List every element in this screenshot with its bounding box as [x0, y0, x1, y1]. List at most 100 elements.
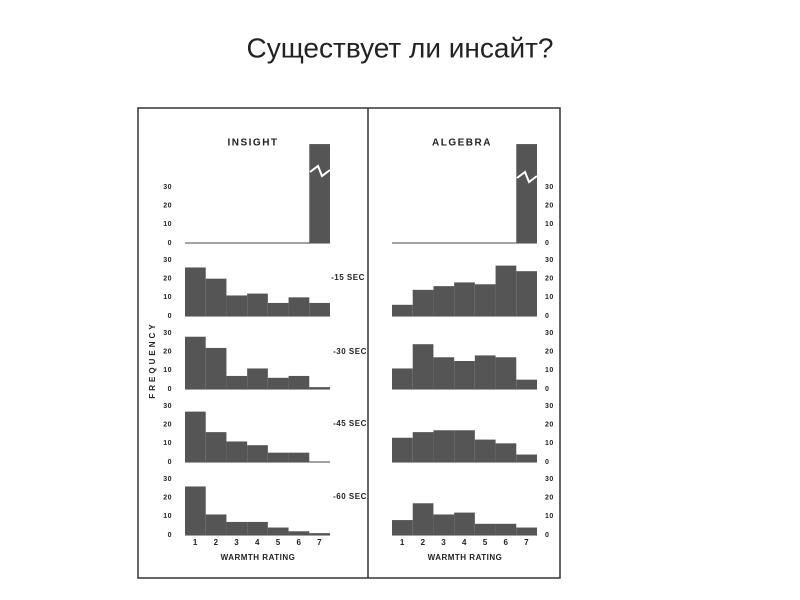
- bar: [267, 527, 289, 535]
- y-tick-label: 10: [545, 513, 554, 520]
- bar: [205, 347, 227, 389]
- column-header: ALGEBRA: [432, 138, 492, 149]
- y-tick-label: 20: [163, 495, 172, 502]
- x-tick-label: 1: [193, 538, 198, 547]
- bar: [454, 512, 475, 535]
- bar: [516, 527, 537, 535]
- y-tick-label: 0: [168, 459, 172, 466]
- y-tick-label: 30: [545, 330, 554, 337]
- slide-title: Существует ли инсайт?: [246, 32, 553, 63]
- y-tick-label: 20: [545, 203, 554, 210]
- bar: [226, 375, 248, 389]
- x-tick-label: 3: [441, 538, 446, 547]
- y-tick-label: 0: [545, 240, 549, 247]
- bar: [495, 523, 517, 535]
- y-tick-label: 10: [545, 221, 554, 228]
- row-label: -30 SEC: [333, 347, 367, 356]
- bar: [247, 445, 268, 462]
- y-tick-label: 10: [545, 294, 554, 301]
- y-tick-label: 20: [163, 422, 172, 429]
- bar: [226, 441, 248, 462]
- bar: [288, 375, 310, 389]
- y-tick-label: 20: [163, 203, 172, 210]
- row-label: -45 SEC: [333, 419, 367, 428]
- y-tick-label: 10: [545, 367, 554, 374]
- x-tick-label: 4: [462, 538, 467, 547]
- bar: [474, 439, 496, 462]
- x-axis-label: WARMTH RATING: [221, 553, 296, 562]
- y-tick-label: 20: [545, 276, 554, 283]
- bar: [205, 432, 227, 462]
- y-tick-label: 0: [168, 532, 172, 539]
- bar: [474, 284, 496, 316]
- bar: [433, 357, 455, 389]
- bar: [309, 533, 330, 535]
- column-header: INSIGHT: [227, 138, 278, 149]
- bar: [474, 523, 496, 535]
- bar: [454, 430, 475, 462]
- row-label: -15 SEC: [331, 273, 365, 282]
- y-tick-label: 30: [545, 476, 554, 483]
- bar: [392, 368, 413, 389]
- bar: [433, 514, 455, 535]
- bar: [433, 430, 455, 462]
- bar: [288, 531, 310, 535]
- bar: [185, 267, 206, 316]
- bar: [516, 454, 537, 462]
- y-tick-label: 0: [545, 386, 549, 393]
- bar: [288, 452, 310, 462]
- y-tick-label: 0: [168, 313, 172, 320]
- y-tick-label: 0: [168, 386, 172, 393]
- y-tick-label: 30: [163, 476, 172, 483]
- x-tick-label: 5: [276, 538, 281, 547]
- bar: [247, 521, 268, 535]
- y-tick-label: 20: [545, 422, 554, 429]
- x-tick-label: 7: [524, 538, 529, 547]
- bar: [516, 379, 537, 389]
- x-tick-label: 7: [317, 538, 322, 547]
- bar: [205, 514, 227, 535]
- y-tick-label: 10: [163, 221, 172, 228]
- bar: [226, 295, 248, 316]
- bar: [516, 271, 537, 316]
- bar: [412, 289, 434, 316]
- x-tick-label: 3: [234, 538, 239, 547]
- bar: [185, 411, 206, 462]
- bar: [185, 336, 206, 389]
- bar: [412, 432, 434, 462]
- y-tick-label: 0: [545, 532, 549, 539]
- bar: [309, 387, 330, 389]
- y-tick-label: 10: [163, 513, 172, 520]
- x-tick-label: 6: [296, 538, 301, 547]
- bar: [267, 377, 289, 389]
- bar: [454, 361, 475, 389]
- bar: [474, 355, 496, 389]
- x-tick-label: 1: [400, 538, 405, 547]
- bar: [288, 297, 310, 316]
- bar: [454, 282, 475, 316]
- y-tick-label: 10: [163, 440, 172, 447]
- bar: [495, 265, 517, 316]
- x-tick-label: 2: [214, 538, 219, 547]
- y-tick-label: 10: [163, 294, 172, 301]
- y-tick-label: 0: [545, 313, 549, 320]
- bar: [247, 368, 268, 389]
- axis-break: [516, 170, 538, 184]
- bar: [205, 278, 227, 316]
- y-tick-label: 20: [163, 276, 172, 283]
- bar: [226, 521, 248, 535]
- x-tick-label: 5: [483, 538, 488, 547]
- figure-frame: [137, 107, 561, 579]
- bar: [247, 293, 268, 316]
- y-tick-label: 10: [545, 440, 554, 447]
- y-tick-label: 20: [545, 349, 554, 356]
- y-tick-label: 30: [163, 403, 172, 410]
- bar: [267, 302, 289, 316]
- y-tick-label: 30: [545, 257, 554, 264]
- bar: [392, 520, 413, 535]
- x-tick-label: 2: [421, 538, 426, 547]
- bar: [309, 144, 330, 243]
- bar: [267, 452, 289, 462]
- y-tick-label: 30: [545, 403, 554, 410]
